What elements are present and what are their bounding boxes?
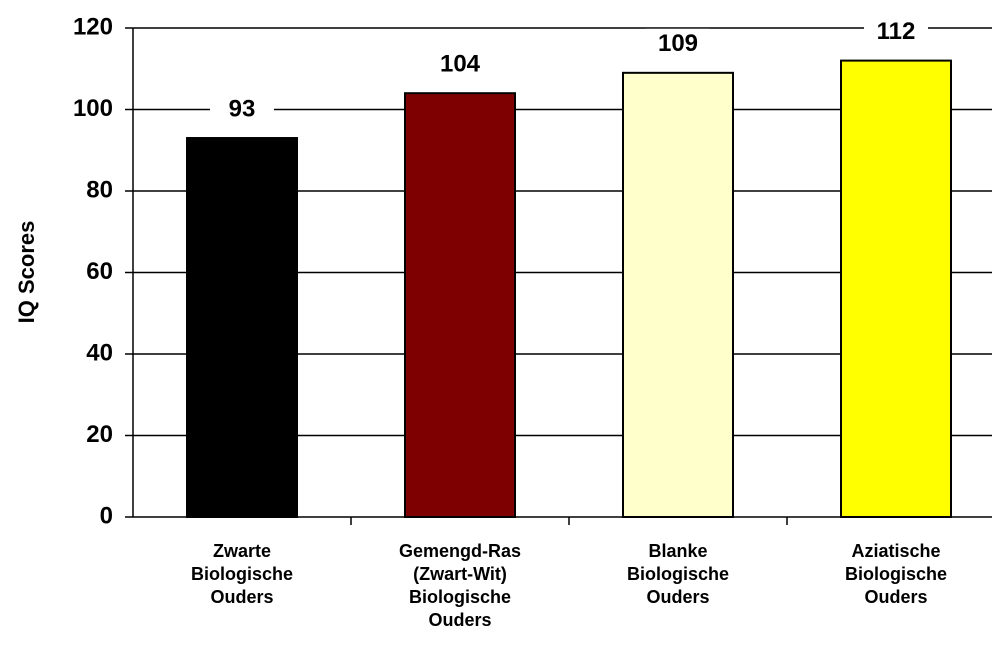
x-tick-label: Zwarte [213, 541, 271, 561]
x-tick-label: Biologische [627, 564, 729, 584]
y-tick-label: 20 [86, 421, 113, 448]
x-tick-label: Ouders [864, 587, 927, 607]
x-tick-label: Ouders [646, 587, 709, 607]
value-label: 112 [877, 18, 916, 45]
x-tick-label: Biologische [191, 564, 293, 584]
x-tick-label: Biologische [409, 587, 511, 607]
bar [186, 137, 298, 518]
x-tick-label: Blanke [648, 541, 707, 561]
value-label-bg [646, 28, 710, 61]
value-label: 104 [440, 51, 481, 78]
x-tick-label: Gemengd-Ras [399, 541, 521, 561]
value-label-bg [864, 16, 928, 49]
bar [840, 59, 952, 518]
value-label: 109 [658, 30, 698, 57]
y-tick-label: 40 [86, 339, 113, 366]
x-tick-label: (Zwart-Wit) [413, 564, 507, 584]
y-axis-title: IQ Scores [14, 221, 39, 324]
x-tick-label: Aziatische [851, 541, 940, 561]
value-label: 93 [229, 95, 256, 122]
value-label-bg [428, 49, 492, 82]
x-tick-label: Ouders [210, 587, 273, 607]
y-tick-label: 0 [100, 502, 113, 529]
y-tick-label: 120 [73, 13, 113, 40]
value-label-bg [210, 94, 274, 127]
x-tick-label: Ouders [428, 610, 491, 630]
x-tick-label: Biologische [845, 564, 947, 584]
y-tick-label: 100 [73, 95, 113, 122]
y-tick-label: 60 [86, 258, 113, 285]
y-tick-label: 80 [86, 176, 113, 203]
bar [622, 71, 734, 518]
bar [404, 92, 516, 518]
